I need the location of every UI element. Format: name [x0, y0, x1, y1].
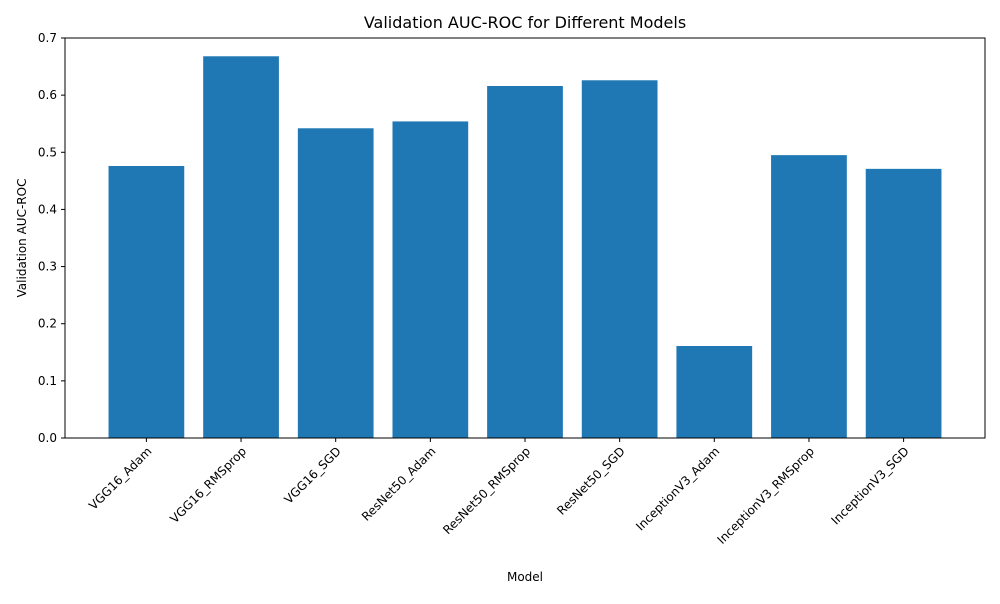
- bars-group: [108, 56, 942, 439]
- y-tick-label: 0.5: [38, 145, 57, 159]
- bar-ResNet50_Adam: [392, 121, 469, 438]
- plot-frame: [64, 37, 986, 439]
- y-tick-label: 0.6: [38, 88, 57, 102]
- x-tick-label: VGG16_Adam: [86, 444, 154, 512]
- y-axis: 0.0 0.1 0.2 0.3 0.4 0.5 0.6 0.7: [38, 31, 65, 445]
- x-tick-label: InceptionV3_RMSprop: [714, 444, 817, 547]
- y-tick-label: 0.1: [38, 374, 57, 388]
- y-axis-label: Validation AUC-ROC: [15, 179, 29, 298]
- bar-InceptionV3_RMSprop: [771, 155, 847, 438]
- y-tick-label: 0.0: [38, 431, 57, 445]
- x-tick-label: ResNet50_RMSprop: [440, 444, 533, 537]
- x-axis-label: Model: [507, 570, 543, 584]
- bar-ResNet50_RMSprop: [487, 86, 563, 438]
- bar-ResNet50_SGD: [581, 80, 658, 439]
- chart-title: Validation AUC-ROC for Different Models: [364, 13, 686, 32]
- bar-VGG16_SGD: [297, 128, 374, 439]
- x-tick-label: InceptionV3_SGD: [828, 444, 911, 527]
- y-tick-label: 0.4: [38, 202, 57, 216]
- x-axis: VGG16_Adam VGG16_RMSprop VGG16_SGD ResNet50…: [86, 438, 912, 547]
- bar-VGG16_Adam: [108, 166, 185, 438]
- y-tick-label: 0.7: [38, 31, 57, 45]
- y-tick-label: 0.3: [38, 260, 57, 274]
- x-tick-label: ResNet50_SGD: [554, 444, 627, 517]
- bar-VGG16_RMSprop: [203, 56, 279, 439]
- bar-InceptionV3_Adam: [676, 346, 753, 438]
- bar-InceptionV3_SGD: [865, 168, 942, 438]
- x-tick-label: VGG16_RMSprop: [167, 444, 249, 526]
- x-tick-label: InceptionV3_Adam: [633, 444, 722, 533]
- x-tick-label: VGG16_SGD: [281, 444, 343, 506]
- x-tick-label: ResNet50_Adam: [359, 444, 439, 524]
- y-tick-label: 0.2: [38, 317, 57, 331]
